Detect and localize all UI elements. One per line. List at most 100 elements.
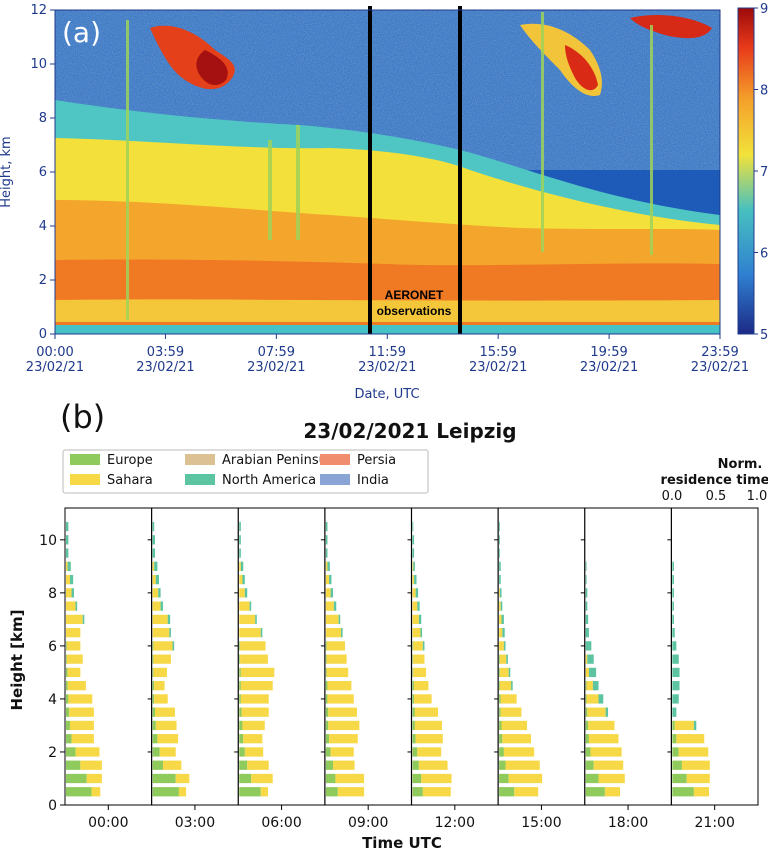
bar-sahara bbox=[412, 574, 415, 585]
bar-europe bbox=[66, 707, 70, 717]
bar-sahara bbox=[240, 667, 275, 678]
bar-sahara bbox=[80, 760, 102, 770]
panel-a-x-tick-time: 00:00 bbox=[36, 345, 73, 360]
bar-north-america bbox=[154, 561, 158, 571]
bar-sahara bbox=[681, 760, 710, 770]
bar-europe bbox=[66, 734, 72, 744]
bar-north-america bbox=[152, 521, 155, 532]
bar-north-america bbox=[413, 561, 415, 571]
bar-sahara bbox=[155, 720, 177, 731]
bar-north-america bbox=[500, 601, 503, 611]
bar-sahara bbox=[240, 694, 269, 704]
panel-a-x-tick-time: 15:59 bbox=[479, 345, 516, 360]
bar-europe bbox=[152, 773, 176, 784]
bar-sahara bbox=[68, 694, 93, 704]
bar-europe bbox=[325, 707, 329, 717]
bar-north-america bbox=[415, 588, 419, 598]
bar-north-america bbox=[329, 574, 332, 585]
profiles bbox=[64, 507, 759, 806]
legend-swatch bbox=[185, 474, 215, 485]
bar-sahara bbox=[418, 760, 448, 770]
bar-europe bbox=[585, 707, 588, 717]
bar-north-america bbox=[325, 521, 328, 532]
colorbar-tick-label: 9 bbox=[760, 2, 768, 17]
panel-a-label: (a) bbox=[62, 16, 101, 49]
bar-sahara bbox=[499, 667, 509, 678]
bar-europe bbox=[152, 667, 154, 678]
bar-europe bbox=[585, 720, 589, 731]
bar-europe bbox=[672, 720, 675, 731]
bar-sahara bbox=[335, 773, 365, 784]
heatmap-vertical-streaks bbox=[126, 12, 653, 320]
bar-sahara bbox=[412, 588, 416, 598]
bar-north-america bbox=[693, 720, 697, 731]
bar-europe bbox=[152, 747, 160, 757]
bar-north-america bbox=[412, 535, 415, 545]
bar-sahara bbox=[414, 707, 439, 717]
panel-a-x-tick-time: 07:59 bbox=[258, 345, 295, 360]
bar-europe bbox=[152, 760, 163, 770]
colorbar-gradient bbox=[737, 7, 755, 335]
bar-sahara bbox=[587, 707, 606, 717]
bar-europe bbox=[412, 734, 416, 744]
bar-north-america bbox=[327, 561, 330, 571]
bar-europe bbox=[239, 787, 261, 797]
bar-europe bbox=[239, 747, 245, 757]
bar-europe bbox=[672, 787, 694, 797]
bar-sahara bbox=[69, 707, 94, 717]
bar-north-america bbox=[67, 561, 71, 571]
bar-north-america bbox=[672, 694, 679, 704]
panel-a-x-axis: 00:0023/02/2103:5923/02/2107:5923/02/211… bbox=[26, 334, 749, 375]
bar-europe bbox=[152, 681, 155, 691]
scale-tick-label: 0.5 bbox=[706, 489, 727, 504]
bar-sahara bbox=[325, 561, 328, 571]
bar-europe bbox=[499, 747, 504, 757]
bar-north-america bbox=[333, 601, 337, 611]
bar-europe bbox=[66, 641, 67, 651]
bar-north-america bbox=[585, 601, 588, 611]
bar-sahara bbox=[327, 694, 354, 704]
bar-sahara bbox=[499, 627, 503, 638]
bar-sahara bbox=[499, 588, 500, 598]
bar-north-america bbox=[155, 574, 160, 585]
bar-sahara bbox=[604, 787, 621, 797]
bar-sahara bbox=[330, 747, 354, 757]
bar-north-america bbox=[672, 667, 680, 678]
bar-europe bbox=[239, 707, 242, 717]
bar-sahara bbox=[239, 601, 250, 611]
bar-north-america bbox=[412, 548, 415, 558]
profile-09:00 bbox=[324, 508, 365, 805]
bar-europe bbox=[325, 787, 338, 797]
panel-b-y-tick-label: 8 bbox=[48, 586, 57, 602]
bar-europe bbox=[412, 681, 415, 691]
bar-north-america bbox=[422, 641, 425, 651]
bar-sahara bbox=[499, 654, 507, 664]
bar-north-america bbox=[239, 521, 241, 532]
bar-north-america bbox=[503, 641, 506, 651]
bar-sahara bbox=[75, 747, 100, 757]
panel-b-x-tick-label: 18:00 bbox=[608, 815, 648, 831]
bar-sahara bbox=[588, 720, 615, 731]
bar-europe bbox=[672, 734, 677, 744]
bar-europe bbox=[412, 707, 415, 717]
bar-sahara bbox=[260, 787, 268, 797]
aeronet-annotation-line2: observations bbox=[377, 304, 452, 318]
legend-label: Europe bbox=[107, 453, 153, 468]
panel-a-x-tick-date: 23/02/21 bbox=[580, 360, 638, 375]
bar-sahara bbox=[66, 601, 76, 611]
bar-sahara bbox=[66, 614, 83, 625]
bar-north-america bbox=[71, 588, 74, 598]
bar-sahara bbox=[152, 588, 159, 598]
heatmap-lower-band bbox=[55, 299, 720, 322]
bar-north-america bbox=[672, 654, 679, 664]
panel-a-y-tick-label: 10 bbox=[30, 57, 47, 72]
bar-sahara bbox=[162, 760, 182, 770]
legend-swatch bbox=[320, 474, 350, 485]
panel-b-x-axis: 00:00 03:00 06:00 09:00 12:00 15:00 18:00 21:00 bbox=[88, 805, 735, 831]
bar-europe bbox=[66, 747, 76, 757]
bar-sahara bbox=[500, 694, 517, 704]
bar-europe bbox=[152, 734, 158, 744]
bar-europe bbox=[672, 747, 679, 757]
bar-north-america bbox=[508, 667, 511, 678]
